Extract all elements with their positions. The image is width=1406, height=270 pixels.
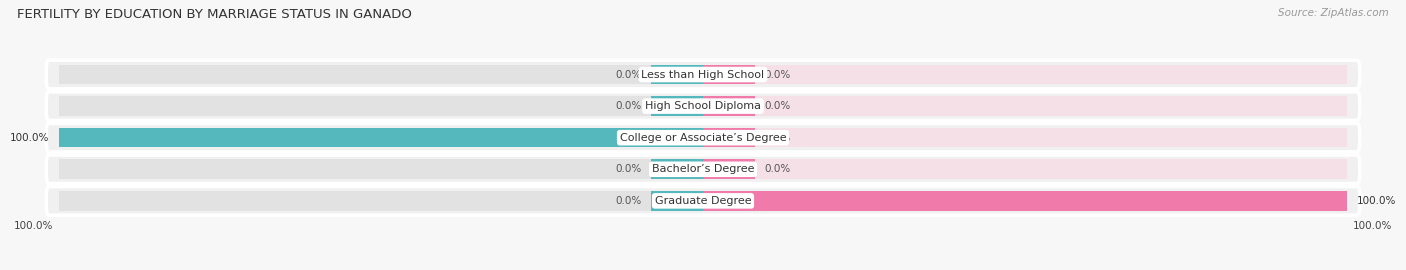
Bar <box>703 128 1347 147</box>
Bar <box>703 65 755 84</box>
Bar <box>703 191 1347 211</box>
Text: 100.0%: 100.0% <box>14 221 53 231</box>
Bar <box>651 65 703 84</box>
Bar <box>703 160 755 179</box>
Text: Source: ZipAtlas.com: Source: ZipAtlas.com <box>1278 8 1389 18</box>
Bar <box>59 96 703 116</box>
Text: 0.0%: 0.0% <box>616 70 641 80</box>
FancyBboxPatch shape <box>46 123 1360 152</box>
Text: 100.0%: 100.0% <box>1357 196 1396 206</box>
Bar <box>59 191 703 211</box>
Legend: Married, Unmarried: Married, Unmarried <box>619 268 787 270</box>
Bar <box>59 128 703 147</box>
Bar <box>59 160 703 179</box>
Text: College or Associate’s Degree: College or Associate’s Degree <box>620 133 786 143</box>
Bar <box>703 191 1347 211</box>
Bar <box>651 160 703 179</box>
Text: FERTILITY BY EDUCATION BY MARRIAGE STATUS IN GANADO: FERTILITY BY EDUCATION BY MARRIAGE STATU… <box>17 8 412 21</box>
Text: 100.0%: 100.0% <box>1353 221 1392 231</box>
FancyBboxPatch shape <box>46 60 1360 89</box>
Text: 0.0%: 0.0% <box>616 164 641 174</box>
Text: 0.0%: 0.0% <box>616 101 641 111</box>
Bar <box>59 65 703 84</box>
Bar <box>703 96 755 116</box>
FancyBboxPatch shape <box>46 155 1360 184</box>
Bar <box>703 96 1347 116</box>
Text: 0.0%: 0.0% <box>765 164 790 174</box>
Text: Bachelor’s Degree: Bachelor’s Degree <box>652 164 754 174</box>
Text: 0.0%: 0.0% <box>765 101 790 111</box>
Text: 0.0%: 0.0% <box>765 70 790 80</box>
Text: High School Diploma: High School Diploma <box>645 101 761 111</box>
Bar <box>703 65 1347 84</box>
Text: 0.0%: 0.0% <box>765 133 790 143</box>
Bar <box>703 128 755 147</box>
Text: 100.0%: 100.0% <box>10 133 49 143</box>
Bar <box>651 96 703 116</box>
Bar <box>651 191 703 211</box>
Text: 0.0%: 0.0% <box>616 196 641 206</box>
FancyBboxPatch shape <box>46 187 1360 215</box>
Bar <box>59 128 703 147</box>
FancyBboxPatch shape <box>46 92 1360 120</box>
Text: Graduate Degree: Graduate Degree <box>655 196 751 206</box>
Bar <box>703 160 1347 179</box>
Text: Less than High School: Less than High School <box>641 70 765 80</box>
